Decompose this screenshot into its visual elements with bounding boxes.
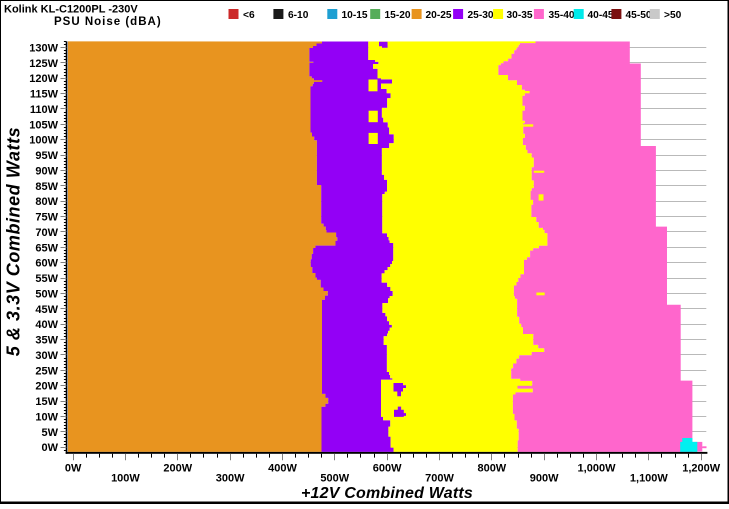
svg-text:5W: 5W <box>42 427 59 439</box>
svg-text:45W: 45W <box>35 304 58 316</box>
svg-text:15-20: 15-20 <box>385 10 411 21</box>
svg-text:60W: 60W <box>35 258 58 270</box>
svg-text:0W: 0W <box>42 442 59 454</box>
svg-text:125W: 125W <box>29 58 58 70</box>
svg-text:20-25: 20-25 <box>426 10 452 21</box>
svg-text:35W: 35W <box>35 335 58 347</box>
svg-text:600W: 600W <box>373 462 402 474</box>
svg-text:70W: 70W <box>35 227 58 239</box>
svg-text:110W: 110W <box>30 104 59 116</box>
svg-text:200W: 200W <box>163 462 192 474</box>
svg-text:300W: 300W <box>216 473 245 485</box>
svg-text:130W: 130W <box>29 42 58 54</box>
svg-text:45-50: 45-50 <box>626 10 652 21</box>
svg-text:115W: 115W <box>30 89 59 101</box>
svg-text:25-30: 25-30 <box>468 10 494 21</box>
svg-text:0W: 0W <box>65 462 82 474</box>
svg-text:100W: 100W <box>29 135 58 147</box>
svg-text:80W: 80W <box>35 196 58 208</box>
svg-text:100W: 100W <box>111 473 140 485</box>
svg-text:<6: <6 <box>243 10 255 21</box>
svg-text:1,100W: 1,100W <box>630 473 669 485</box>
svg-text:Kolink KL-C1200PL -230V: Kolink KL-C1200PL -230V <box>4 4 138 16</box>
svg-text:>50: >50 <box>664 10 682 21</box>
svg-text:1,000W: 1,000W <box>578 462 617 474</box>
svg-text:40W: 40W <box>35 319 58 331</box>
svg-text:85W: 85W <box>35 181 58 193</box>
svg-text:120W: 120W <box>29 73 58 85</box>
svg-text:6-10: 6-10 <box>288 10 309 21</box>
svg-text:35-40: 35-40 <box>549 10 575 21</box>
svg-text:50W: 50W <box>35 288 58 300</box>
svg-text:95W: 95W <box>35 150 58 162</box>
svg-text:15W: 15W <box>35 396 58 408</box>
svg-text:75W: 75W <box>35 212 58 224</box>
svg-text:700W: 700W <box>425 473 454 485</box>
svg-text:500W: 500W <box>320 473 349 485</box>
svg-text:40-45: 40-45 <box>588 10 614 21</box>
svg-text:30W: 30W <box>35 350 58 362</box>
svg-text:55W: 55W <box>35 273 58 285</box>
svg-text:10W: 10W <box>35 411 58 423</box>
svg-text:400W: 400W <box>268 462 297 474</box>
svg-text:105W: 105W <box>29 119 58 131</box>
svg-text:90W: 90W <box>35 165 58 177</box>
svg-text:30-35: 30-35 <box>507 10 533 21</box>
svg-text:900W: 900W <box>530 473 559 485</box>
svg-text:65W: 65W <box>35 242 58 254</box>
svg-text:5 & 3.3V Combined Watts: 5 & 3.3V Combined Watts <box>4 127 24 356</box>
svg-text:20W: 20W <box>35 381 58 393</box>
svg-text:800W: 800W <box>477 462 506 474</box>
svg-text:25W: 25W <box>35 365 58 377</box>
svg-text:PSU Noise (dBA): PSU Noise (dBA) <box>54 16 162 28</box>
svg-text:1,200W: 1,200W <box>682 462 721 474</box>
svg-text:+12V Combined Watts: +12V Combined Watts <box>301 485 473 502</box>
svg-text:10-15: 10-15 <box>342 10 368 21</box>
